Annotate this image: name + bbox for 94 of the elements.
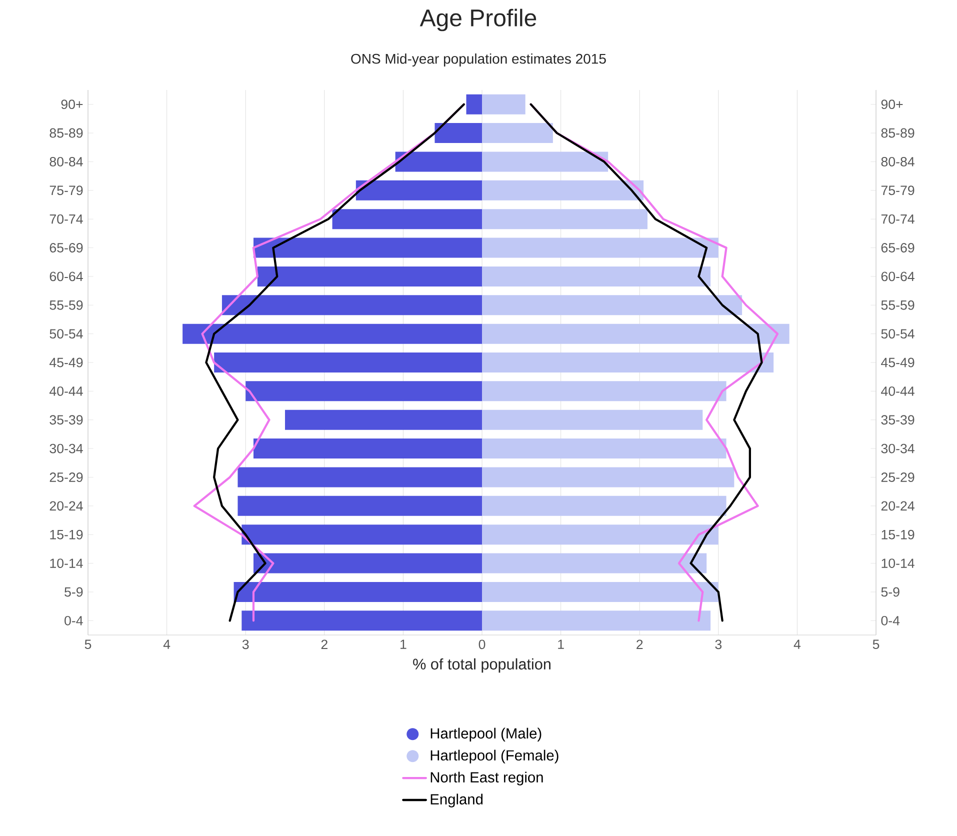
x-axis-title: % of total population [413,658,550,673]
x-tick-label: 1 [558,640,564,649]
bar [482,209,648,230]
x-tick-label: 3 [715,640,722,650]
y2-tick-label: 35-39 [50,415,83,425]
x-tick-label: 0 [478,640,486,650]
bar [234,582,482,602]
x-tick-label: 4 [794,640,801,649]
bar [238,467,482,488]
y-tick-label: 90+ [881,100,903,110]
legend-label: Hartlepool (Female) [430,750,558,764]
y-tick-label: 45-49 [881,358,914,368]
y2-tick-label: 15-19 [50,530,83,540]
x-tick-label: 1 [400,640,406,649]
y2-tick-label: 80-84 [50,156,83,166]
y-tick-label: 50-54 [881,329,914,339]
bar [482,410,703,430]
bar [482,467,734,488]
y-tick-label: 40-44 [881,386,914,396]
bar [482,180,644,200]
bar [246,381,482,402]
y-tick-label: 75-79 [881,186,914,196]
bar [482,152,608,172]
y-tick-label: 35-39 [881,415,914,425]
x-tick-label: 2 [321,640,328,650]
y2-tick-label: 90+ [61,100,83,110]
bar [253,553,482,574]
bar [482,266,711,286]
bar [238,496,482,516]
bar [434,123,482,144]
bar [482,496,726,516]
legend-label: Hartlepool (Male) [430,728,542,742]
bar [182,324,482,344]
bar [482,123,553,144]
bar [482,381,726,402]
x-tick-label: 2 [636,640,643,650]
bar [214,352,482,372]
y-tick-label: 70-74 [881,214,914,224]
bar [482,438,726,459]
bar [332,209,482,230]
bar [482,582,718,602]
bar [395,152,482,172]
x-tick-label: 4 [163,640,170,649]
bar [285,410,482,430]
y-tick-label: 65-69 [881,243,914,252]
chart-title: Age Profile [420,8,536,32]
x-tick-label: 5 [872,640,880,650]
y2-tick-label: 45-49 [50,358,83,368]
x-tick-label: 5 [84,640,92,650]
y2-tick-label: 50-54 [50,329,83,339]
y2-tick-label: 60-64 [50,272,83,282]
y2-tick-label: 70-74 [50,214,83,224]
bar [482,324,790,344]
y2-tick-label: 65-69 [50,243,83,252]
y-tick-label: 15-19 [882,530,914,540]
bar [482,352,774,372]
y2-tick-label: 75-79 [50,186,83,196]
bar [222,295,482,316]
bar [482,524,718,545]
bar [482,610,711,631]
y2-tick-label: 25-29 [50,472,83,482]
y2-tick-label: 40-44 [50,386,83,396]
y-tick-label: 85-89 [881,128,914,138]
y2-tick-label: 20-24 [50,501,83,511]
y-tick-label: 10-14 [882,558,914,568]
y-tick-label: 0-4 [881,616,900,626]
chart-subtitle: ONS Mid-year population estimates 2015 [351,53,606,67]
y2-tick-label: 85-89 [50,128,83,138]
bar [253,438,482,459]
y2-tick-label: 30-34 [50,444,83,454]
x-tick-label: 3 [242,640,249,650]
y-tick-label: 80-84 [881,156,914,166]
bar [482,94,526,114]
y-tick-label: 30-34 [881,444,914,454]
bar [257,266,482,286]
legend-label: England [430,794,483,808]
bar [482,295,742,316]
y2-tick-label: 0-4 [64,616,83,626]
y-tick-label: 20-24 [881,501,914,511]
y2-tick-label: 55-59 [50,300,83,310]
bar [356,180,482,200]
bar [482,238,718,258]
y2-tick-label: 5-9 [64,587,83,597]
bar [242,524,482,545]
y-tick-label: 25-29 [881,472,914,482]
y2-tick-label: 10-14 [50,558,83,568]
bar [242,610,482,631]
legend-label: North East region [430,772,543,786]
y-tick-label: 55-59 [881,300,914,310]
y-tick-label: 60-64 [881,272,914,282]
y-tick-label: 5-9 [881,587,900,597]
bar [253,238,482,258]
bar [482,553,707,574]
bar [466,94,482,114]
